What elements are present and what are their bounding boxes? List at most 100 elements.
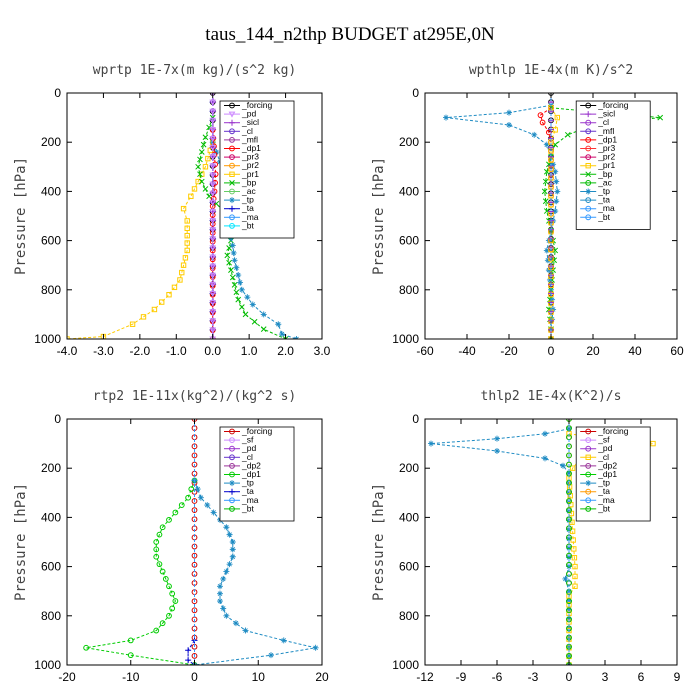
series-marker: [166, 583, 172, 590]
series-marker: [180, 262, 187, 268]
legend-entry: _bt: [241, 220, 254, 230]
series-marker: [233, 264, 240, 271]
legend-marker: [585, 137, 592, 143]
x-tick-label: 3: [602, 670, 609, 684]
series-marker: [191, 561, 198, 568]
series-marker: [571, 555, 578, 561]
series-marker: [194, 486, 201, 493]
series-marker: [231, 257, 238, 264]
series-marker: [229, 242, 236, 249]
legend-marker: [585, 497, 592, 504]
plot-frame: [66, 92, 323, 340]
series-marker: [228, 267, 234, 273]
series-marker: [562, 575, 569, 582]
series-marker: [229, 546, 236, 553]
legend-marker: [585, 471, 592, 478]
series-marker: [182, 255, 189, 261]
panel-title: wpthlp 1E-4x(m K)/s^2: [469, 63, 633, 78]
series-marker: [200, 141, 207, 148]
series-marker: [564, 131, 571, 138]
series-marker: [191, 498, 198, 504]
y-tick-label: 400: [399, 184, 419, 198]
series-marker: [191, 443, 198, 450]
x-tick-label: -1.0: [166, 344, 187, 358]
series-marker: [224, 252, 231, 259]
y-tick-label: 1000: [34, 332, 61, 346]
series-marker: [244, 294, 251, 301]
series-marker: [209, 145, 217, 152]
legend-entry: _cl: [241, 126, 253, 136]
figure-title: taus_144_n2thp BUDGET at295E,0N: [205, 24, 495, 45]
legend-entry: _pr2: [241, 160, 259, 170]
y-tick-label: 800: [399, 609, 419, 623]
series-marker: [209, 108, 217, 115]
legend-marker: [585, 488, 592, 495]
series-marker: [205, 155, 211, 162]
series-marker: [650, 440, 656, 447]
legend-marker: [585, 111, 592, 118]
series-marker: [251, 318, 258, 325]
legend-marker: [229, 119, 235, 126]
legend-entry: _ta: [597, 486, 610, 496]
legend-marker: [229, 205, 235, 212]
series-marker: [191, 598, 198, 605]
y-tick-label: 1000: [392, 658, 419, 672]
legend-marker: [229, 454, 235, 461]
series-marker: [223, 524, 230, 531]
series-line-pr1: [67, 142, 214, 339]
series-marker: [209, 300, 217, 307]
series-marker: [191, 607, 198, 614]
series-line-dp1: [86, 480, 195, 665]
legend-entry: _bt: [241, 503, 254, 513]
legend-marker: [229, 506, 235, 512]
legend-marker: [585, 506, 592, 512]
legend-marker: [585, 197, 592, 204]
legend-entry: _tp: [241, 478, 254, 488]
series-marker: [506, 109, 512, 116]
series-marker: [275, 321, 282, 328]
y-axis-label: Pressure [hPa]: [13, 157, 29, 275]
series-marker: [209, 290, 217, 297]
legend-entry: _forcing: [597, 100, 629, 110]
series-marker: [229, 553, 236, 560]
series-marker: [553, 178, 560, 185]
series-marker: [210, 195, 217, 202]
series-marker: [552, 208, 559, 215]
series-marker: [217, 598, 223, 605]
series-marker: [566, 627, 572, 634]
series-marker: [220, 605, 227, 612]
legend-entry: _ma: [241, 212, 259, 222]
series-marker: [229, 539, 236, 545]
series-group: [83, 419, 319, 665]
y-tick-label: 1000: [34, 658, 61, 672]
y-tick-label: 0: [54, 86, 61, 100]
series-marker: [209, 227, 217, 234]
legend-entry: _ma: [241, 495, 259, 505]
series-marker: [159, 568, 166, 575]
legend-marker: [229, 428, 235, 435]
series-marker: [198, 149, 205, 155]
series-marker: [566, 498, 572, 504]
legend-entry: _dp1: [597, 469, 617, 479]
series-marker: [197, 494, 204, 501]
legend-marker: [229, 188, 235, 195]
x-tick-label: 0: [548, 344, 555, 358]
series-marker: [195, 163, 201, 170]
chart-panel-4: thlp2 1E-4x(K^2)/s Pressure [hPa] -12 -9 -6 -…: [371, 389, 681, 684]
y-axis-label: Pressure [hPa]: [371, 157, 387, 275]
legend-marker: [229, 137, 235, 143]
x-tick-label: 9: [674, 670, 681, 684]
series-marker: [542, 178, 549, 185]
series-marker: [204, 502, 211, 509]
series-marker: [226, 561, 233, 568]
series-marker: [209, 163, 217, 170]
series-line-cl: [568, 433, 654, 665]
series-marker: [260, 326, 267, 333]
series-marker: [566, 607, 572, 614]
legend-entry: _ac: [597, 177, 612, 187]
legend-entry: _pd: [241, 109, 256, 119]
series-marker: [551, 257, 558, 264]
series-marker: [541, 188, 548, 195]
series-marker: [151, 306, 158, 313]
